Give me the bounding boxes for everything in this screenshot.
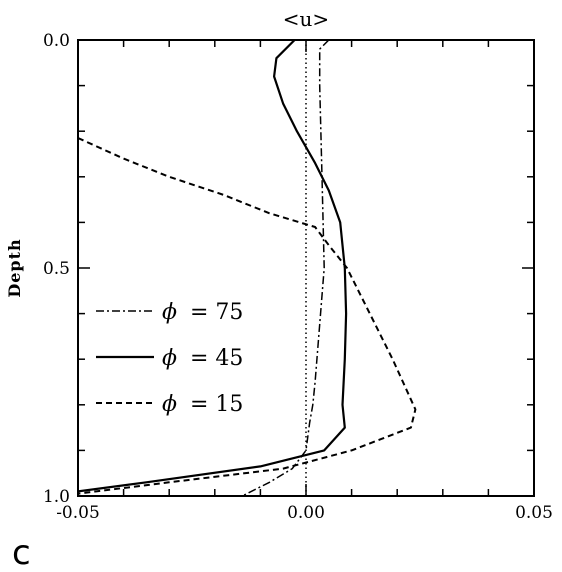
x-tick-label: 0.05 [515,503,553,523]
y-tick-label: 0.5 [43,259,70,279]
legend-label: = 15 [190,392,243,417]
x-tick-label: 0.00 [287,503,325,523]
legend-symbol: ϕ [162,346,177,371]
y-axis-label: Depth [5,238,24,297]
chart-title: <u> [283,7,329,31]
y-tick-label: 1.0 [43,487,70,507]
series-line-3 [78,137,417,495]
panel-label: c [12,533,31,572]
labels-layer: -0.05 0.00 0.05 0.0 0.5 1.0 [43,31,553,523]
series-layer [78,40,417,496]
legend-symbol: ϕ [162,300,177,325]
legend-label: = 45 [190,346,243,371]
legend-symbol: ϕ [162,392,177,417]
x-tick-label: -0.05 [56,503,100,523]
series-line-1 [241,40,330,496]
series-line-2 [78,40,348,493]
legend-layer: ϕ = 75 ϕ = 45 ϕ = 15 [90,295,250,417]
y-tick-label: 0.0 [43,31,70,51]
legend-label: = 75 [190,300,243,325]
legend-bg [90,295,250,325]
ticks-layer [77,39,535,497]
